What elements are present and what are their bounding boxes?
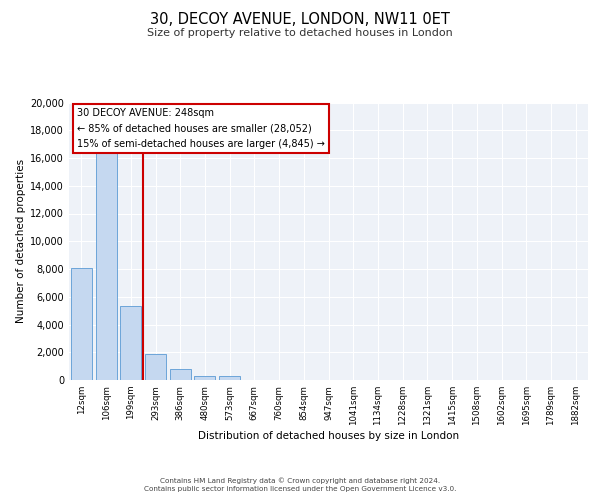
Text: 30 DECOY AVENUE: 248sqm
← 85% of detached houses are smaller (28,052)
15% of sem: 30 DECOY AVENUE: 248sqm ← 85% of detache… xyxy=(77,108,325,149)
Bar xyxy=(219,376,240,380)
Bar xyxy=(120,306,141,380)
Bar xyxy=(170,369,191,380)
Y-axis label: Number of detached properties: Number of detached properties xyxy=(16,159,26,324)
Text: Contains HM Land Registry data © Crown copyright and database right 2024.
Contai: Contains HM Land Registry data © Crown c… xyxy=(144,478,456,492)
Bar xyxy=(194,376,215,380)
X-axis label: Distribution of detached houses by size in London: Distribution of detached houses by size … xyxy=(198,431,459,441)
Text: 30, DECOY AVENUE, LONDON, NW11 0ET: 30, DECOY AVENUE, LONDON, NW11 0ET xyxy=(150,12,450,28)
Bar xyxy=(71,268,92,380)
Text: Size of property relative to detached houses in London: Size of property relative to detached ho… xyxy=(147,28,453,38)
Bar xyxy=(95,150,116,380)
Bar xyxy=(145,354,166,380)
